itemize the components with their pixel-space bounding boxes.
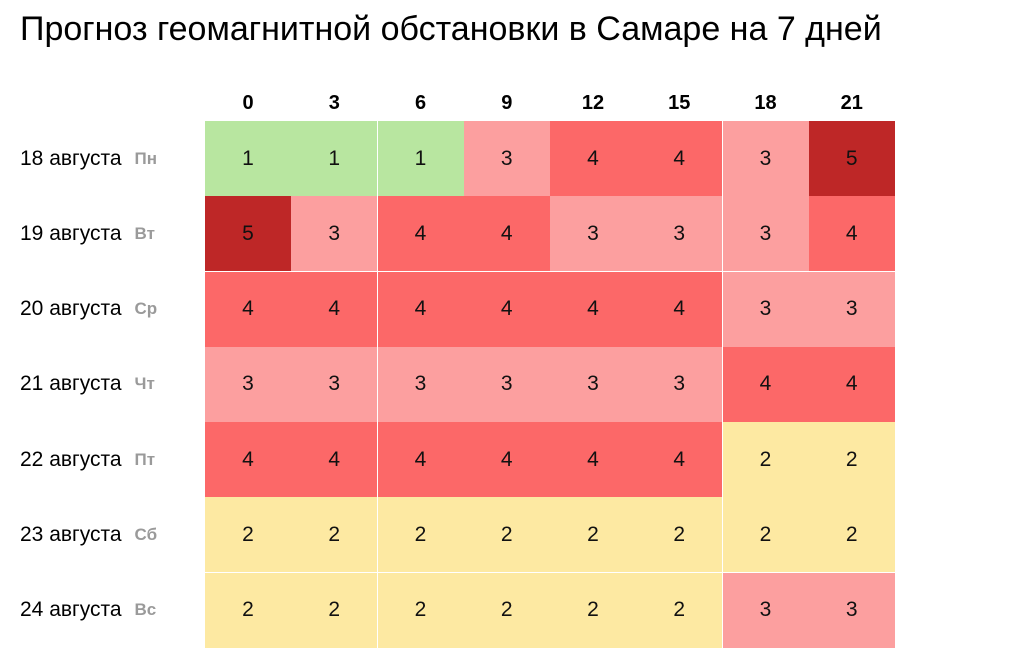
weekday-label: Ср bbox=[134, 299, 158, 318]
heatmap-cell: 2 bbox=[377, 572, 464, 648]
heatmap-cell: 4 bbox=[377, 196, 464, 272]
heatmap-cell: 2 bbox=[722, 497, 809, 573]
date-label: 21 августа bbox=[20, 372, 122, 396]
heatmap-cell: 3 bbox=[722, 196, 809, 272]
heatmap-cell: 3 bbox=[205, 346, 291, 422]
date-label: 20 августа bbox=[20, 297, 122, 320]
heatmap-cell: 3 bbox=[291, 196, 378, 272]
heatmap-cell: 4 bbox=[722, 346, 809, 422]
chart-title: Прогноз геомагнитной обстановки в Самаре… bbox=[20, 10, 882, 48]
hour-label: 6 bbox=[414, 92, 427, 114]
hour-label: 9 bbox=[501, 92, 513, 114]
date-label: 24 августа bbox=[20, 598, 122, 621]
heatmap-cell: 2 bbox=[205, 497, 291, 573]
row-label: 19 августа Вт bbox=[20, 196, 155, 271]
weekday-label: Чт bbox=[134, 374, 155, 394]
row-label: 22 августа Пт bbox=[20, 422, 155, 497]
row-label: 24 августа Вс bbox=[20, 573, 156, 648]
heatmap-cell: 4 bbox=[808, 346, 895, 422]
heatmap-cell: 2 bbox=[722, 422, 809, 497]
heatmap-cell: 2 bbox=[808, 422, 895, 497]
row-label: 18 августа Пн bbox=[20, 121, 157, 196]
row-label: 20 августа Ср bbox=[20, 272, 157, 347]
heatmap-cell: 2 bbox=[463, 572, 550, 648]
date-label: 18 августа bbox=[20, 146, 122, 170]
heatmap-cell: 1 bbox=[377, 121, 464, 196]
heatmap-cell: 4 bbox=[463, 422, 550, 497]
heatmap-cell: 1 bbox=[291, 121, 378, 196]
heatmap-cell: 5 bbox=[205, 196, 291, 272]
heatmap-cell: 3 bbox=[808, 572, 895, 648]
heatmap-cell: 4 bbox=[205, 422, 291, 497]
heatmap-cell: 3 bbox=[808, 271, 895, 347]
heatmap-cell: 2 bbox=[636, 572, 723, 648]
weekday-label: Вт bbox=[134, 223, 155, 243]
heatmap-cell: 3 bbox=[722, 271, 809, 347]
heatmap-cell: 2 bbox=[291, 572, 378, 648]
heatmap-cell: 4 bbox=[550, 121, 636, 196]
heatmap-cell: 4 bbox=[808, 196, 895, 272]
heatmap-cell: 3 bbox=[377, 346, 464, 422]
row-label: 21 августа Чт bbox=[20, 347, 155, 422]
heatmap-cell: 3 bbox=[550, 346, 636, 422]
date-label: 19 августа bbox=[20, 221, 122, 245]
heatmap-cell: 4 bbox=[636, 271, 723, 347]
heatmap-cell: 2 bbox=[463, 497, 550, 573]
heatmap-cell: 3 bbox=[636, 346, 723, 422]
heatmap-cell: 3 bbox=[463, 346, 550, 422]
heatmap-cell: 4 bbox=[463, 196, 550, 272]
heatmap-cell: 2 bbox=[291, 497, 378, 573]
hour-label: 12 bbox=[581, 92, 605, 114]
heatmap-cell: 2 bbox=[550, 497, 636, 573]
heatmap-cell: 3 bbox=[722, 121, 809, 196]
heatmap-cell: 4 bbox=[463, 271, 550, 347]
heatmap-cell: 4 bbox=[291, 422, 378, 497]
heatmap-cell: 3 bbox=[291, 346, 378, 422]
heatmap-cell: 2 bbox=[377, 497, 464, 573]
hour-label: 0 bbox=[242, 92, 254, 114]
heatmap-cell: 2 bbox=[636, 497, 723, 573]
weekday-label: Пн bbox=[134, 148, 158, 168]
date-label: 23 августа bbox=[20, 522, 122, 546]
heatmap-cell: 3 bbox=[722, 572, 809, 648]
heatmap-cell: 4 bbox=[205, 271, 291, 347]
heatmap-cell: 5 bbox=[808, 121, 895, 196]
heatmap-cell: 4 bbox=[550, 422, 636, 497]
weekday-label: Вс bbox=[134, 600, 157, 619]
heatmap-cell: 4 bbox=[636, 121, 723, 196]
heatmap-cell: 4 bbox=[377, 422, 464, 497]
heatmap-cell: 4 bbox=[550, 271, 636, 347]
heatmap-cell: 3 bbox=[463, 121, 550, 196]
date-label: 22 августа bbox=[20, 447, 122, 471]
weekday-label: Пт bbox=[134, 449, 156, 469]
heatmap-cell: 2 bbox=[808, 497, 895, 573]
heatmap-cell: 2 bbox=[205, 572, 291, 648]
hour-label: 18 bbox=[754, 92, 777, 114]
hour-label: 15 bbox=[668, 92, 691, 114]
heatmap-cell: 1 bbox=[205, 121, 291, 196]
heatmap-cell: 3 bbox=[550, 196, 636, 272]
hour-label: 3 bbox=[328, 92, 340, 114]
heatmap-cell: 3 bbox=[636, 196, 723, 272]
hour-label: 21 bbox=[840, 92, 863, 114]
row-label: 23 августа Сб bbox=[20, 497, 157, 572]
weekday-label: Сб bbox=[134, 524, 158, 544]
heatmap-cell: 4 bbox=[377, 271, 464, 347]
heatmap-cell: 2 bbox=[550, 572, 636, 648]
heatmap-cell: 4 bbox=[291, 271, 378, 347]
heatmap-cell: 4 bbox=[636, 422, 723, 497]
